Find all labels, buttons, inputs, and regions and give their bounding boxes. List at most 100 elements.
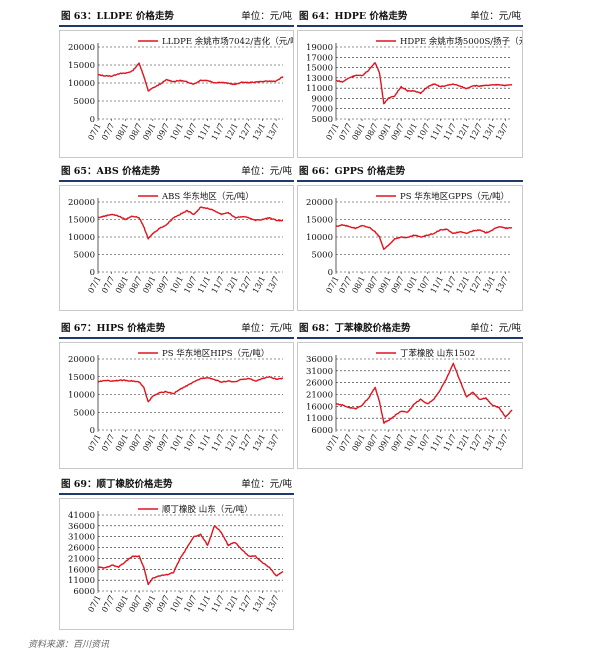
y-tick-label: 7000 — [311, 105, 333, 115]
gpps-price-chart: 0500010000150002000007/107/708/108/709/1… — [306, 191, 513, 295]
unit-label: 单位：元/吨 — [241, 323, 292, 334]
y-tick-label: 0 — [90, 268, 95, 278]
y-tick-label: 0 — [90, 115, 95, 125]
source-note: 资料来源：百川资讯 — [28, 640, 110, 650]
panel-title: 图 65：ABS 价格走势 — [61, 166, 161, 177]
y-tick-label: 5000 — [311, 115, 333, 125]
y-tick-label: 21000 — [306, 391, 333, 401]
legend-label: 丁苯橡胶 山东1502 — [400, 348, 475, 359]
y-tick-label: 26000 — [306, 379, 333, 389]
series-line — [97, 525, 284, 586]
legend-label: PS 华东地区HIPS（元/吨） — [162, 348, 269, 359]
y-tick-label: 5000 — [73, 408, 95, 418]
y-tick-label: 20000 — [68, 198, 95, 208]
y-tick-label: 16000 — [68, 565, 95, 575]
y-tick-label: 15000 — [306, 216, 333, 226]
y-tick-label: 41000 — [68, 511, 95, 521]
panel-lldpe: 图 63：LLDPE 价格走势 单位：元/吨 0 5000 10000 15000 20… — [59, 10, 294, 158]
series-line — [97, 376, 284, 403]
panel-title: 图 68：丁苯橡胶价格走势 — [299, 323, 411, 334]
y-tick-label: 11000 — [306, 414, 333, 424]
chart-frame: 0 5000 10000 15000 20000 07/1 07/7 08/1 08/7 09/1… — [297, 185, 523, 311]
y-tick-label: 36000 — [68, 522, 95, 532]
y-tick-label: 10000 — [306, 233, 333, 243]
x-tick-label: 13/7 — [494, 433, 510, 453]
y-tick-label: 11000 — [306, 84, 333, 94]
panel-header: 图 63：LLDPE 价格走势 单位：元/吨 — [59, 10, 294, 27]
y-tick-label: 15000 — [306, 64, 333, 74]
unit-label: 单位：元/吨 — [470, 11, 521, 22]
y-tick-label: 15000 — [68, 373, 95, 383]
chart-frame: 6000 11000 16000 21000 26000 31000 36000 41000 0… — [59, 498, 294, 630]
x-tick-label: 13/7 — [265, 122, 281, 142]
chart-frame: 0 5000 10000 15000 20000 07/1 07/7 08/1 08/7 09/1… — [59, 30, 294, 158]
panel-title: 图 63：LLDPE 价格走势 — [61, 11, 174, 22]
panel-header: 图 67：HIPS 价格走势 单位：元/吨 — [59, 322, 294, 339]
br-price-chart: 6000110001600021000260003100036000410000… — [68, 504, 284, 614]
panel-title: 图 64：HDPE 价格走势 — [299, 11, 408, 22]
x-tick-label: 13/7 — [494, 275, 510, 295]
legend-label: 顺丁橡胶 山东（元/吨） — [162, 504, 253, 515]
y-tick-label: 5000 — [73, 251, 95, 261]
y-tick-label: 17000 — [306, 53, 333, 63]
y-tick-label: 20000 — [68, 43, 95, 53]
chart-frame: 0 5000 10000 15000 20000 07/1 07/7 08/1 08/7 09/1… — [59, 342, 294, 469]
panel-gpps: 图 66：GPPS 价格走势 0 5000 10000 15000 20000 07/1 0… — [297, 165, 523, 311]
chart-frame: 6000 11000 16000 21000 26000 31000 36000 07/1 07… — [297, 342, 523, 469]
hdpe-price-chart: 500070009000110001300015000170001900007/… — [306, 36, 522, 142]
y-tick-label: 5000 — [73, 97, 95, 107]
unit-label: 单位：元/吨 — [470, 323, 521, 334]
panel-hips: 图 67：HIPS 价格走势 单位：元/吨 0 5000 10000 15000 200… — [59, 322, 294, 469]
panel-header: 图 64：HDPE 价格走势 单位：元/吨 — [297, 10, 523, 27]
y-tick-label: 0 — [90, 426, 95, 436]
y-tick-label: 26000 — [68, 544, 95, 554]
y-tick-label: 13000 — [306, 74, 333, 84]
y-tick-label: 36000 — [306, 355, 333, 365]
legend-label: PS 华东地区GPPS（元/吨） — [400, 191, 509, 202]
x-tick-label: 13/7 — [494, 122, 510, 142]
legend-label: HDPE 余姚市场5000S/扬子（元/吨） — [400, 36, 522, 47]
panel-title: 图 66：GPPS 价格走势 — [299, 166, 406, 177]
series-line — [97, 62, 284, 92]
y-tick-label: 15000 — [68, 216, 95, 226]
unit-label: 单位：元/吨 — [241, 479, 292, 490]
x-tick-label: 13/7 — [265, 275, 281, 295]
y-tick-label: 9000 — [311, 94, 333, 104]
abs-price-chart: 0500010000150002000007/107/708/108/709/1… — [68, 191, 284, 295]
y-tick-label: 16000 — [306, 402, 333, 412]
panel-sbr: 图 68：丁苯橡胶价格走势 单位：元/吨 6000 11000 16000 21000… — [297, 322, 523, 469]
panel-abs: 图 65：ABS 价格走势 单位：元/吨 0 5000 10000 15000 2000… — [59, 165, 294, 311]
y-tick-label: 6000 — [73, 587, 95, 597]
y-tick-label: 10000 — [68, 233, 95, 243]
y-tick-label: 19000 — [306, 43, 333, 53]
y-tick-label: 15000 — [68, 61, 95, 71]
y-tick-label: 0 — [328, 268, 333, 278]
chart-frame: 0 5000 10000 15000 20000 07/1 07/7 08/1 08/7 09/1… — [59, 185, 294, 311]
series-line — [335, 223, 513, 250]
unit-label: 单位：元/吨 — [241, 11, 292, 22]
y-tick-label: 10000 — [68, 391, 95, 401]
series-line — [335, 362, 513, 424]
panel-header: 图 68：丁苯橡胶价格走势 单位：元/吨 — [297, 322, 523, 339]
panel-header: 图 66：GPPS 价格走势 — [297, 165, 523, 182]
panel-br: 图 69：顺丁橡胶价格走势 单位：元/吨 6000 11000 16000 21000… — [59, 478, 294, 630]
lldpe-price-chart: 0500010000150002000007/107/708/108/709/1… — [68, 36, 293, 142]
y-tick-label: 31000 — [68, 533, 95, 543]
y-tick-label: 21000 — [68, 554, 95, 564]
y-tick-label: 20000 — [68, 355, 95, 365]
legend-label: LLDPE 余姚市场7042/吉化（元/吨） — [162, 36, 293, 47]
y-tick-label: 10000 — [68, 79, 95, 89]
y-tick-label: 31000 — [306, 367, 333, 377]
panel-header: 图 69：顺丁橡胶价格走势 单位：元/吨 — [59, 478, 294, 495]
panel-header: 图 65：ABS 价格走势 单位：元/吨 — [59, 165, 294, 182]
y-tick-label: 11000 — [68, 576, 95, 586]
sbr-price-chart: 600011000160002100026000310003600007/107… — [306, 348, 513, 453]
x-tick-label: 13/7 — [265, 594, 281, 614]
y-tick-label: 20000 — [306, 198, 333, 208]
chart-frame: 5000 7000 9000 11000 13000 15000 17000 19000 07/… — [297, 30, 523, 158]
panel-title: 图 69：顺丁橡胶价格走势 — [61, 479, 173, 490]
series-line — [97, 206, 284, 240]
x-tick-label: 13/7 — [265, 433, 281, 453]
series-line — [335, 62, 513, 105]
panel-title: 图 67：HIPS 价格走势 — [61, 323, 166, 334]
